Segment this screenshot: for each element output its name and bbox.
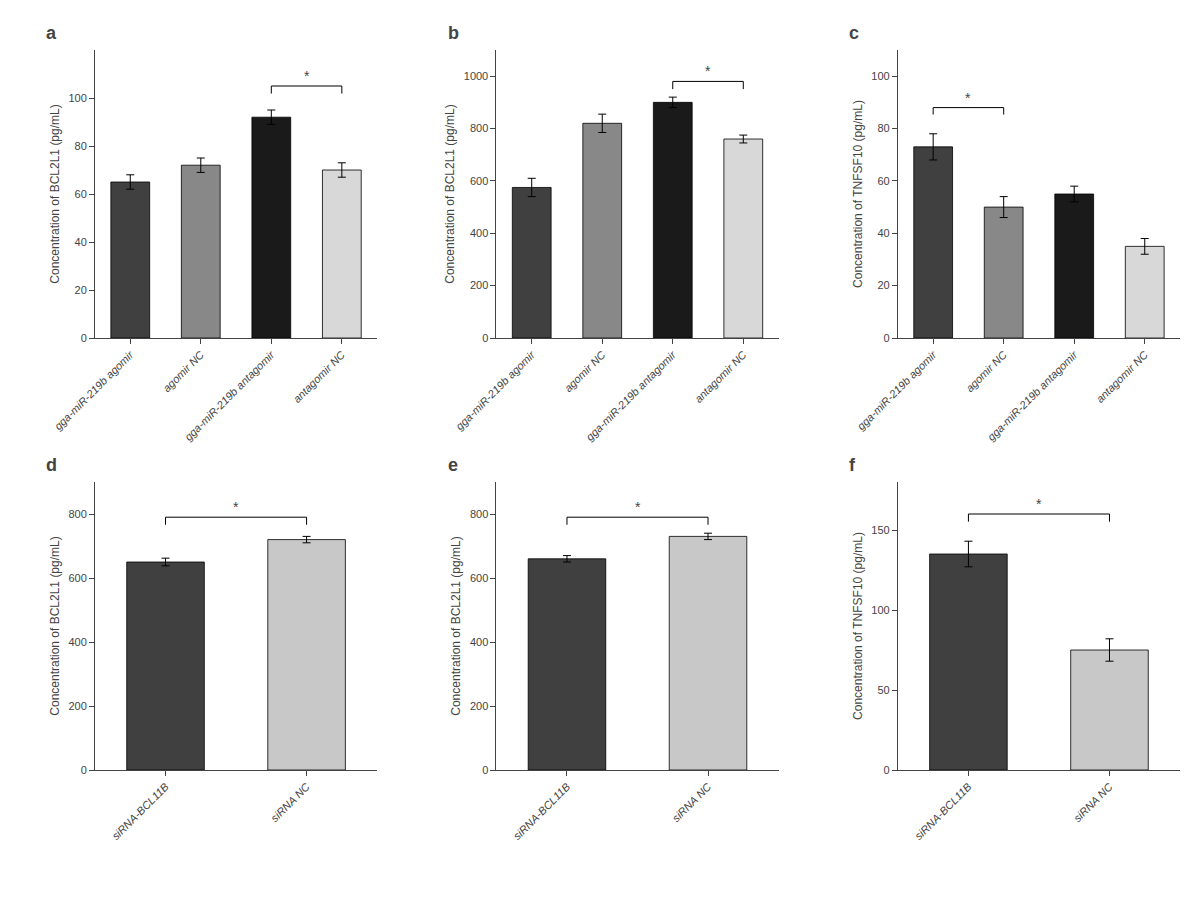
svg-text:d: d <box>46 455 57 475</box>
svg-text:200: 200 <box>68 700 86 712</box>
svg-text:50: 50 <box>877 684 889 696</box>
svg-text:siRNA-BCL11B: siRNA-BCL11B <box>912 781 974 843</box>
svg-text:gga-miR-219b agomir: gga-miR-219b agomir <box>453 348 538 433</box>
svg-text:600: 600 <box>470 572 488 584</box>
svg-text:siRNA NC: siRNA NC <box>268 780 312 824</box>
svg-text:150: 150 <box>871 524 889 536</box>
svg-text:siRNA-BCL11B: siRNA-BCL11B <box>511 781 573 843</box>
svg-text:gga-miR-219b antagomir: gga-miR-219b antagomir <box>584 348 679 443</box>
svg-text:0: 0 <box>884 764 890 776</box>
svg-text:20: 20 <box>75 284 87 296</box>
svg-text:600: 600 <box>68 572 86 584</box>
svg-text:400: 400 <box>470 636 488 648</box>
svg-text:c: c <box>849 23 859 43</box>
svg-text:80: 80 <box>75 140 87 152</box>
svg-text:*: * <box>233 499 239 515</box>
svg-text:f: f <box>849 455 856 475</box>
svg-text:0: 0 <box>81 332 87 344</box>
svg-text:800: 800 <box>68 508 86 520</box>
svg-text:200: 200 <box>470 279 488 291</box>
svg-text:0: 0 <box>884 332 890 344</box>
svg-text:*: * <box>635 499 641 515</box>
svg-text:*: * <box>304 68 310 84</box>
svg-text:40: 40 <box>877 227 889 239</box>
svg-text:800: 800 <box>470 508 488 520</box>
svg-text:gga-miR-219b agomir: gga-miR-219b agomir <box>52 348 137 433</box>
svg-text:600: 600 <box>470 175 488 187</box>
svg-text:1000: 1000 <box>464 70 488 82</box>
svg-text:antagomir NC: antagomir NC <box>291 348 348 405</box>
svg-text:20: 20 <box>877 279 889 291</box>
svg-text:agomir NC: agomir NC <box>963 348 1009 394</box>
svg-text:80: 80 <box>877 122 889 134</box>
svg-text:100: 100 <box>68 92 86 104</box>
svg-text:*: * <box>1036 496 1042 512</box>
svg-text:Concentration of BCL2L1 (pg/mL: Concentration of BCL2L1 (pg/mL) <box>48 104 62 283</box>
svg-text:siRNA-BCL11B: siRNA-BCL11B <box>109 781 171 843</box>
svg-text:Concentration of BCL2L1 (pg/mL: Concentration of BCL2L1 (pg/mL) <box>48 536 62 715</box>
svg-text:Concentration of TNFSF10 (pg/m: Concentration of TNFSF10 (pg/mL) <box>851 532 865 720</box>
svg-text:antagomir NC: antagomir NC <box>1094 348 1151 405</box>
svg-text:b: b <box>448 23 459 43</box>
svg-text:siRNA NC: siRNA NC <box>1071 780 1115 824</box>
svg-text:Concentration of BCL2L1 (pg/mL: Concentration of BCL2L1 (pg/mL) <box>449 536 463 715</box>
svg-text:agomir NC: agomir NC <box>160 348 206 394</box>
svg-text:a: a <box>46 23 57 43</box>
svg-text:gga-miR-219b antagomir: gga-miR-219b antagomir <box>985 348 1080 443</box>
svg-text:gga-miR-219b antagomir: gga-miR-219b antagomir <box>182 348 277 443</box>
svg-text:400: 400 <box>68 636 86 648</box>
svg-text:60: 60 <box>75 188 87 200</box>
svg-text:0: 0 <box>482 332 488 344</box>
svg-text:400: 400 <box>470 227 488 239</box>
svg-text:e: e <box>448 455 458 475</box>
svg-text:gga-miR-219b agomir: gga-miR-219b agomir <box>855 348 940 433</box>
svg-text:*: * <box>705 63 711 79</box>
svg-text:100: 100 <box>871 70 889 82</box>
svg-text:0: 0 <box>81 764 87 776</box>
svg-text:800: 800 <box>470 122 488 134</box>
svg-text:Concentration of BCL2L1 (pg/mL: Concentration of BCL2L1 (pg/mL) <box>443 104 457 283</box>
svg-text:200: 200 <box>470 700 488 712</box>
svg-text:agomir NC: agomir NC <box>562 348 608 394</box>
svg-text:antagomir NC: antagomir NC <box>692 348 749 405</box>
svg-text:40: 40 <box>75 236 87 248</box>
svg-text:*: * <box>965 90 971 106</box>
svg-text:siRNA NC: siRNA NC <box>670 780 714 824</box>
svg-text:0: 0 <box>482 764 488 776</box>
svg-text:100: 100 <box>871 604 889 616</box>
svg-text:Concentration of TNFSF10 (pg/m: Concentration of TNFSF10 (pg/mL) <box>851 100 865 288</box>
svg-text:60: 60 <box>877 175 889 187</box>
